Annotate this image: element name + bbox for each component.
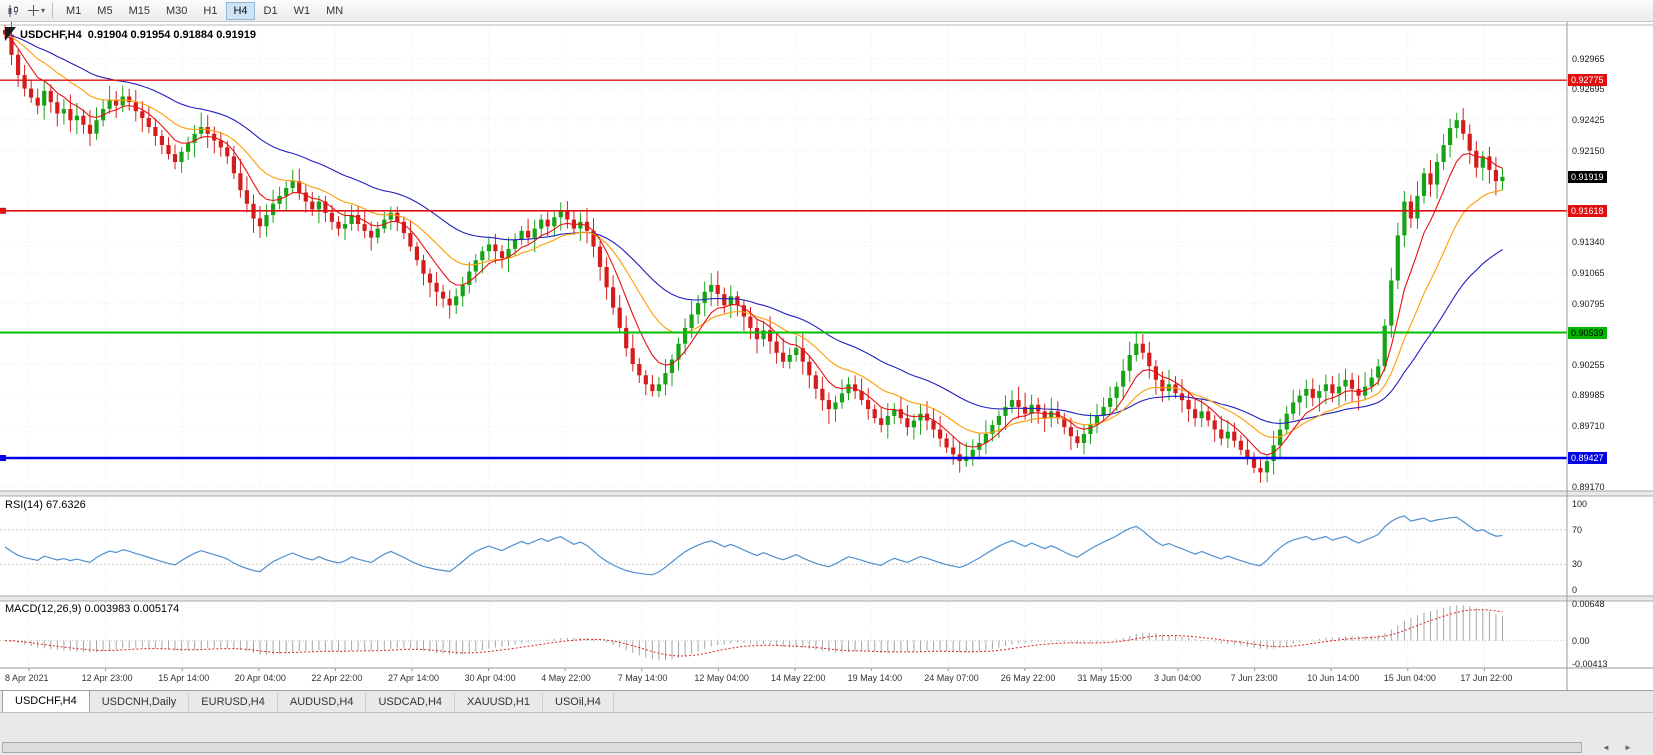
macd-axis-label: 0.00 [1572, 635, 1590, 646]
rsi-axis-label: 70 [1572, 524, 1583, 535]
time-axis-label: 12 Apr 23:00 [81, 673, 133, 683]
ohlc-values: 0.91904 0.91954 0.91884 0.91919 [87, 29, 256, 41]
price-axis-label: 0.89170 [1572, 482, 1605, 493]
price-line-label: 0.89427 [1568, 452, 1607, 465]
rsi-axis-label: 0 [1572, 585, 1578, 595]
time-axis-label: 8 Apr 2021 [5, 673, 49, 683]
time-axis-label: 10 Jun 14:00 [1307, 673, 1360, 683]
rsi-indicator-label: RSI(14) 67.6326 [5, 499, 86, 511]
price-line-label: 0.92775 [1568, 74, 1607, 87]
chart-tab-usdcad-h4[interactable]: USDCAD,H4 [366, 693, 456, 712]
dropdown-caret-icon: ▾ [40, 6, 45, 15]
chart-tabs-bar: USDCHF,H4 USDCNH,Daily EURUSD,H4 AUDUSD,H4 U… [0, 690, 1653, 712]
horizontal-scrollbar-thumb[interactable] [2, 742, 1582, 753]
rsi-axis-label: 100 [1572, 499, 1588, 509]
chart-tab-xauusd-h1[interactable]: XAUUSD,H1 [455, 693, 543, 712]
time-axis-label: 7 May 14:00 [617, 673, 668, 683]
price-axis-label: 0.91340 [1572, 237, 1605, 248]
timeframe-button-mn[interactable]: MN [326, 4, 344, 17]
time-axis-label: 30 Apr 04:00 [464, 673, 516, 683]
timeframe-button-d1[interactable]: D1 [263, 4, 278, 17]
time-axis-label: 27 Apr 14:00 [388, 673, 440, 683]
time-axis-label: 3 Jun 04:00 [1154, 673, 1202, 683]
timeframe-button-m5[interactable]: M5 [97, 4, 113, 17]
time-axis-label: 12 May 04:00 [694, 673, 749, 683]
macd-indicator-label: MACD(12,26,9) 0.003983 0.005174 [5, 603, 180, 615]
price-axis-label: 0.92965 [1572, 53, 1605, 64]
timeframe-button-m30[interactable]: M30 [165, 4, 188, 17]
time-axis-label: 26 May 22:00 [1000, 673, 1056, 683]
price-axis-label: 0.92425 [1572, 114, 1605, 125]
time-axis-label: 7 Jun 23:00 [1230, 673, 1278, 683]
scroll-left-arrow[interactable]: ◄ [1602, 743, 1610, 752]
timeframe-button-m15[interactable]: M15 [128, 4, 150, 17]
price-axis-label: 0.91065 [1572, 268, 1605, 279]
timeframe-button-h1[interactable]: H1 [203, 4, 218, 17]
toolbar: ▾ M1 M5 M15 M30 H1 H4 D1 W1 MN [0, 0, 1653, 22]
price-axis-label: 0.90795 [1572, 298, 1605, 309]
chart-tab-usoil-h4[interactable]: USOil,H4 [543, 693, 614, 712]
timeframe-button-m1[interactable]: M1 [66, 4, 82, 17]
macd-axis-label: -0.00413 [1572, 659, 1608, 669]
chart-tab-usdchf-h4[interactable]: USDCHF,H4 [2, 690, 90, 712]
rsi-axis-label: 30 [1572, 559, 1583, 570]
time-axis-label: 17 Jun 22:00 [1460, 673, 1513, 683]
time-axis-label: 4 May 22:00 [541, 673, 591, 683]
timeframe-button-w1[interactable]: W1 [293, 4, 311, 17]
bottom-panel: ◄ ► [0, 712, 1653, 755]
price-line-label: 0.91618 [1568, 204, 1607, 217]
time-axis-label: 19 May 14:00 [847, 673, 903, 683]
time-axis-label: 20 Apr 04:00 [234, 673, 286, 683]
price-chart-canvas[interactable] [0, 0, 1653, 690]
price-axis-label: 0.92150 [1572, 145, 1605, 156]
chart-template-button[interactable] [4, 2, 24, 20]
time-axis-label: 15 Apr 14:00 [158, 673, 210, 683]
price-axis-label: 0.89985 [1572, 390, 1605, 401]
crosshair-tool-button[interactable]: ▾ [26, 2, 46, 20]
time-axis-label: 22 Apr 22:00 [311, 673, 363, 683]
time-axis-label: 31 May 15:00 [1077, 673, 1132, 683]
chart-tab-audusd-h4[interactable]: AUDUSD,H4 [277, 693, 367, 712]
time-axis-label: 14 May 22:00 [771, 673, 826, 683]
time-axis-label: 24 May 07:00 [924, 673, 979, 683]
scroll-right-arrow[interactable]: ► [1624, 743, 1632, 752]
time-axis-label: 15 Jun 04:00 [1383, 673, 1436, 683]
symbol-period-label: USDCHF,H4 [20, 29, 82, 41]
timeframe-button-h4[interactable]: H4 [226, 1, 255, 20]
chart-tab-usdcnh-daily[interactable]: USDCNH,Daily [89, 693, 190, 712]
chart-header: USDCHF,H4 0.91904 0.91954 0.91884 0.91919 [20, 29, 262, 41]
price-axis-label: 0.92695 [1572, 84, 1605, 95]
price-line-label: 0.90539 [1568, 326, 1607, 339]
chart-icon [8, 4, 18, 17]
price-axis-label: 0.89710 [1572, 421, 1605, 432]
price-axis-label: 0.90255 [1572, 359, 1605, 370]
toolbar-separator [52, 3, 53, 18]
timeframe-button-group: M1 M5 M15 M30 H1 H4 D1 W1 MN [58, 1, 351, 20]
crosshair-icon [27, 5, 39, 16]
chart-tab-eurusd-h4[interactable]: EURUSD,H4 [189, 693, 278, 712]
macd-axis-label: 0.00648 [1572, 599, 1605, 609]
price-line-label: 0.91919 [1568, 170, 1607, 183]
